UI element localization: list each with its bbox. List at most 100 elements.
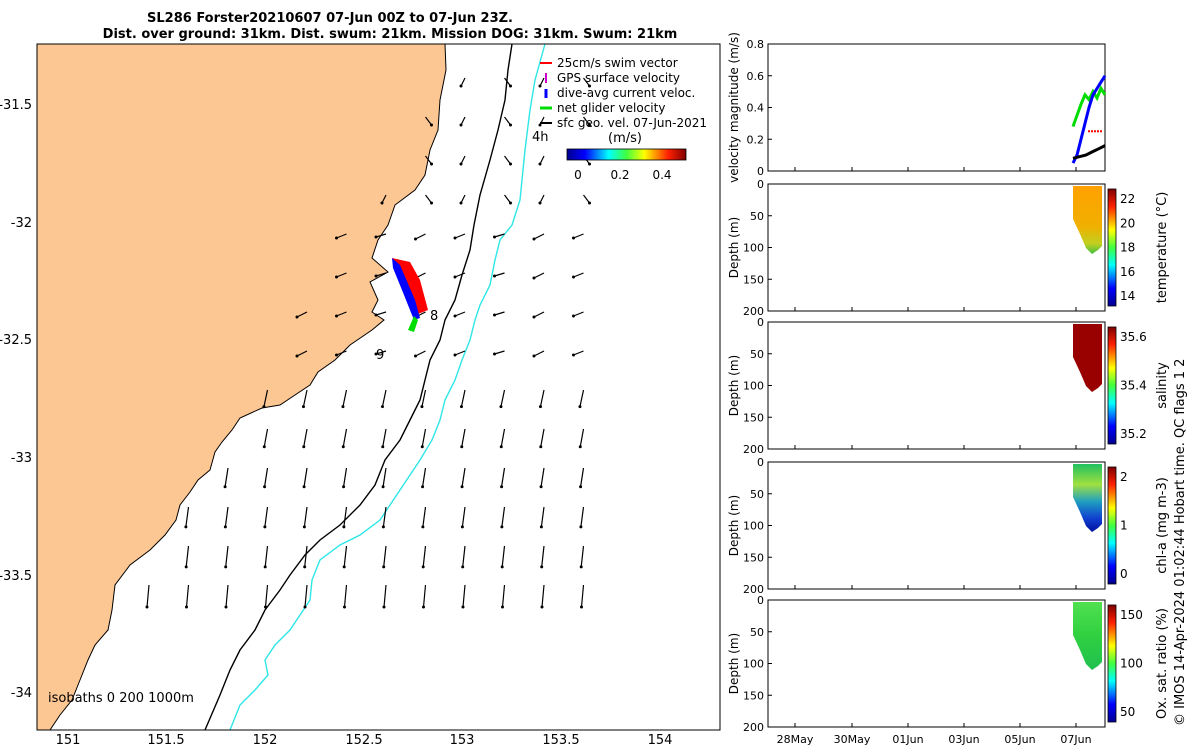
velocity-vector-head (421, 485, 425, 489)
velocity-vector (303, 506, 308, 527)
track-label-8: 8 (430, 309, 438, 324)
panel-4-y-label: Depth (m) (727, 495, 741, 556)
velocity-vector-head (500, 485, 504, 489)
velocity-vector (494, 272, 505, 277)
profile-section-4 (1073, 602, 1102, 670)
velocity-vector-head (538, 84, 542, 88)
velocity-vector (264, 584, 269, 608)
velocity-vector-head (459, 201, 463, 205)
velocity-vector-head (374, 235, 378, 239)
velocity-vector (264, 506, 269, 527)
velocity-vector-head (184, 525, 188, 529)
velocity-vector-head (295, 315, 299, 319)
y-tick-33-5: -33.5 (0, 569, 32, 584)
panel-4-frame (767, 461, 1106, 590)
panel-2-colorbar-label: temperature (°C) (1155, 192, 1170, 304)
velocity-vector (296, 350, 308, 357)
velocity-vector-head (538, 201, 542, 205)
panel-2-colorbar-tick: 22 (1120, 192, 1135, 206)
velocity-vector (500, 428, 506, 447)
velocity-vector (421, 389, 427, 407)
panel-5-frame (767, 599, 1106, 728)
panel-3-colorbar-tick: 35.2 (1120, 427, 1147, 441)
velocity-vector (461, 506, 466, 527)
velocity-vector-head (381, 485, 385, 489)
velocity-vector (504, 116, 511, 126)
velocity-vector (539, 389, 545, 407)
velocity-vector-head (342, 525, 346, 529)
panel-4-colorbar-tick: 1 (1120, 519, 1128, 533)
velocity-vector-head (223, 485, 227, 489)
map-colorbar (566, 148, 687, 161)
panel-1-y-tick: 0.6 (747, 70, 765, 83)
legend-swim: 25cm/s swim vector (557, 56, 678, 70)
velocity-vector (383, 545, 387, 567)
velocity-vector (583, 77, 590, 87)
panel-5-y-tick: 200 (743, 721, 764, 734)
velocity-vector (375, 272, 387, 277)
velocity-vector-head (572, 314, 575, 318)
velocity-vector-head (302, 525, 306, 529)
panel-5-colorbar-tick: 100 (1120, 657, 1143, 671)
velocity-vector-head (578, 405, 582, 409)
velocity-vector (573, 350, 584, 356)
velocity-vector-head (493, 352, 496, 356)
velocity-vector-head (540, 565, 544, 569)
velocity-vector-head (453, 275, 457, 279)
plot-subtitle: Dist. over ground: 31km. Dist. swum: 21k… (102, 27, 678, 42)
velocity-vector (579, 428, 585, 447)
velocity-vector (573, 233, 584, 239)
velocity-vector-head (374, 313, 378, 317)
velocity-vector-head (382, 605, 386, 609)
velocity-vector (540, 506, 545, 527)
panel-2-y-tick: 200 (743, 305, 764, 318)
velocity-vector-head (493, 313, 496, 317)
legend-net: net glider velocity (557, 101, 665, 115)
velocity-vector (421, 428, 427, 447)
velocity-vector-head (539, 525, 543, 529)
velocity-vector-head (538, 123, 542, 127)
velocity-vector (533, 311, 545, 318)
velocity-vector (375, 350, 387, 355)
panel-2-colorbar (1107, 188, 1117, 307)
plot-title: SL286 Forster20210607 07-Jun 00Z to 07-J… (147, 11, 513, 26)
velocity-vector (263, 428, 269, 447)
velocity-vector (185, 545, 190, 567)
legend-gps: GPS surface velocity (557, 71, 680, 85)
panel-5-y-tick: 100 (743, 658, 764, 671)
velocity-vector-head (430, 162, 433, 166)
velocity-vector-head (264, 605, 267, 609)
panel-2-colorbar-tick: 20 (1120, 216, 1135, 230)
velocity-vector (579, 467, 585, 487)
date-tick: 03Jun (948, 733, 979, 746)
panel-3-frame (767, 321, 1106, 450)
velocity-vector-head (263, 565, 267, 569)
y-tick-32: -32 (11, 216, 32, 231)
velocity-vector-head (262, 445, 266, 449)
velocity-vector-head (588, 201, 591, 205)
panel-2-frame (767, 183, 1106, 312)
velocity-vector-head (509, 162, 512, 166)
velocity-vector-head (500, 525, 504, 529)
velocity-vector-head (572, 353, 575, 357)
velocity-vector (382, 428, 387, 447)
velocity-vector-head (380, 201, 384, 205)
track-label-9: 9 (376, 348, 384, 363)
y-tick-34: -34 (11, 686, 32, 701)
glider-track (392, 258, 428, 332)
velocity-vector (422, 545, 427, 567)
velocity-vector-head (302, 485, 306, 489)
panel-4-colorbar-tick: 2 (1120, 470, 1128, 484)
velocity-vector (336, 272, 347, 278)
panel-4-y-tick: 200 (743, 583, 764, 596)
velocity-vector-head (572, 236, 575, 240)
velocity-vector-head (414, 354, 417, 358)
velocity-vector (461, 467, 466, 487)
velocity-vector (500, 389, 506, 407)
velocity-vector (541, 545, 545, 567)
panel-3-y-label: Depth (m) (727, 355, 741, 416)
velocity-vector (146, 584, 150, 608)
x-tick-151: 151 (56, 733, 81, 748)
velocity-vector (342, 428, 348, 447)
velocity-vector (422, 584, 427, 608)
